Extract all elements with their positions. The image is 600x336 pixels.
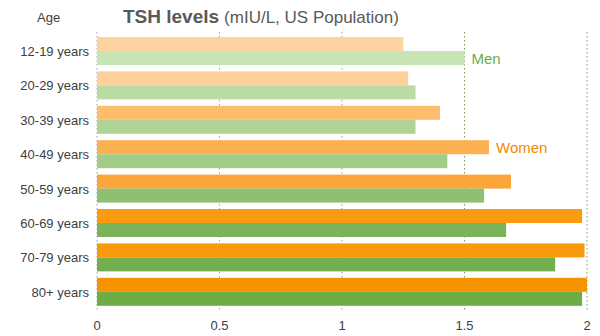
category-label: 20-29 years [20,78,89,93]
bar [97,292,582,306]
bar [97,154,447,168]
bar [97,223,506,237]
category-label: 70-79 years [20,250,89,265]
bar [97,37,403,51]
subtitle: (mIU/L, US Population) [224,8,399,27]
bar [97,71,408,85]
tick-label: 2 [583,318,590,333]
bar [97,175,511,189]
category-label: 30-39 years [20,113,89,128]
chart: 0 0.5 1 1.5 2 12-19 years 20-29 years 30-39 yea… [0,0,600,336]
bar [97,278,587,292]
category-label: 60-69 years [20,216,89,231]
category-label: 12-19 years [20,44,89,59]
bar [97,85,416,99]
axis-label: Age [37,10,60,25]
tick-label: 1 [338,318,345,333]
bar [97,106,440,120]
title: TSH levels [123,6,219,27]
tick-label: 1.5 [455,318,473,333]
legend-label: Men [472,50,501,67]
bar [97,243,585,257]
legend-label: Women [496,139,547,156]
bar [97,189,484,203]
bar [97,209,582,223]
bar [97,51,465,65]
bar [97,140,489,154]
category-label: 40-49 years [20,147,89,162]
tick-label: 0 [93,318,100,333]
category-label: 50-59 years [20,182,89,197]
grid-line [587,32,588,310]
bars [97,37,587,306]
bar [97,257,555,271]
bar [97,120,416,134]
tick-label: 0.5 [210,318,228,333]
category-label: 80+ years [32,285,90,300]
